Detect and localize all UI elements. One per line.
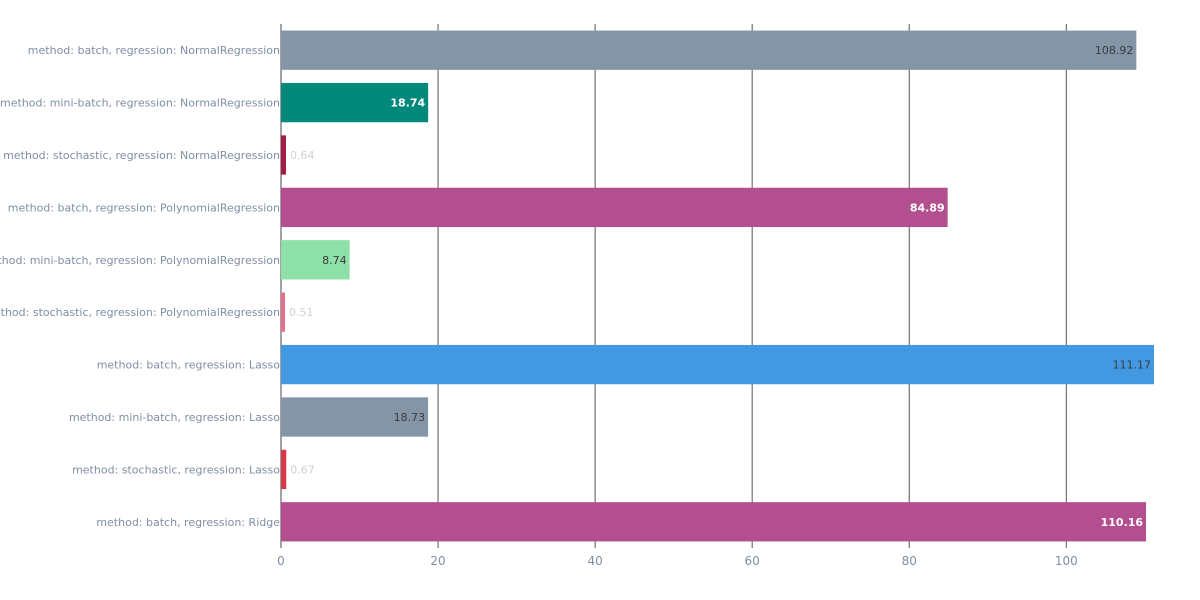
bar-value-label: 110.16 [1101,516,1144,529]
category-label: method: batch, regression: Lasso [97,359,281,372]
x-axis-ticks: 0 20 40 60 80 100 [277,554,1078,568]
bar[interactable] [281,292,286,332]
bar[interactable] [281,397,429,437]
x-tick-label: 60 [745,554,760,568]
category-label: method: batch, regression: PolynomialReg… [8,201,280,214]
bar[interactable] [281,135,287,175]
bar[interactable] [281,502,1147,542]
category-label: method: stochastic, regression: Lasso [72,463,280,476]
bar[interactable] [281,449,287,490]
category-label: method: mini-batch, regression: NormalRe… [0,97,280,110]
x-tick-label: 80 [902,554,917,568]
bar-value-label: 111.17 [1113,359,1152,372]
bars [281,30,1154,542]
bar[interactable] [281,30,1137,70]
category-labels: method: batch, regression: NormalRegress… [0,44,280,529]
category-label: method: batch, regression: NormalRegress… [28,44,280,57]
category-label: method: mini-batch, regression: Polynomi… [0,254,280,267]
bar-value-label: 0.64 [290,149,315,162]
value-labels: 108.92 18.74 0.64 84.89 8.74 0.51 111.17 18.73 0… [289,44,1151,529]
x-tick-label: 40 [587,554,602,568]
category-label: method: stochastic, regression: NormalRe… [3,149,280,162]
bar-value-label: 108.92 [1095,44,1134,57]
bar-value-label: 18.73 [394,411,426,424]
x-tick-label: 100 [1055,554,1078,568]
x-tick-label: 0 [277,554,285,568]
bar-value-label: 8.74 [322,254,347,267]
bar-value-label: 18.74 [390,97,425,110]
category-label: method: mini-batch, regression: Lasso [69,411,280,424]
bar[interactable] [281,82,429,123]
bar[interactable] [281,344,1154,385]
bar-value-label: 84.89 [910,201,945,214]
category-label: method: stochastic, regression: Polynomi… [0,306,280,319]
category-label: method: batch, regression: Ridge [96,516,280,529]
bar[interactable] [281,187,948,228]
bar-value-label: 0.51 [289,306,314,319]
bar-value-label: 0.67 [290,463,315,476]
bar[interactable] [281,240,350,280]
x-tick-label: 20 [430,554,445,568]
